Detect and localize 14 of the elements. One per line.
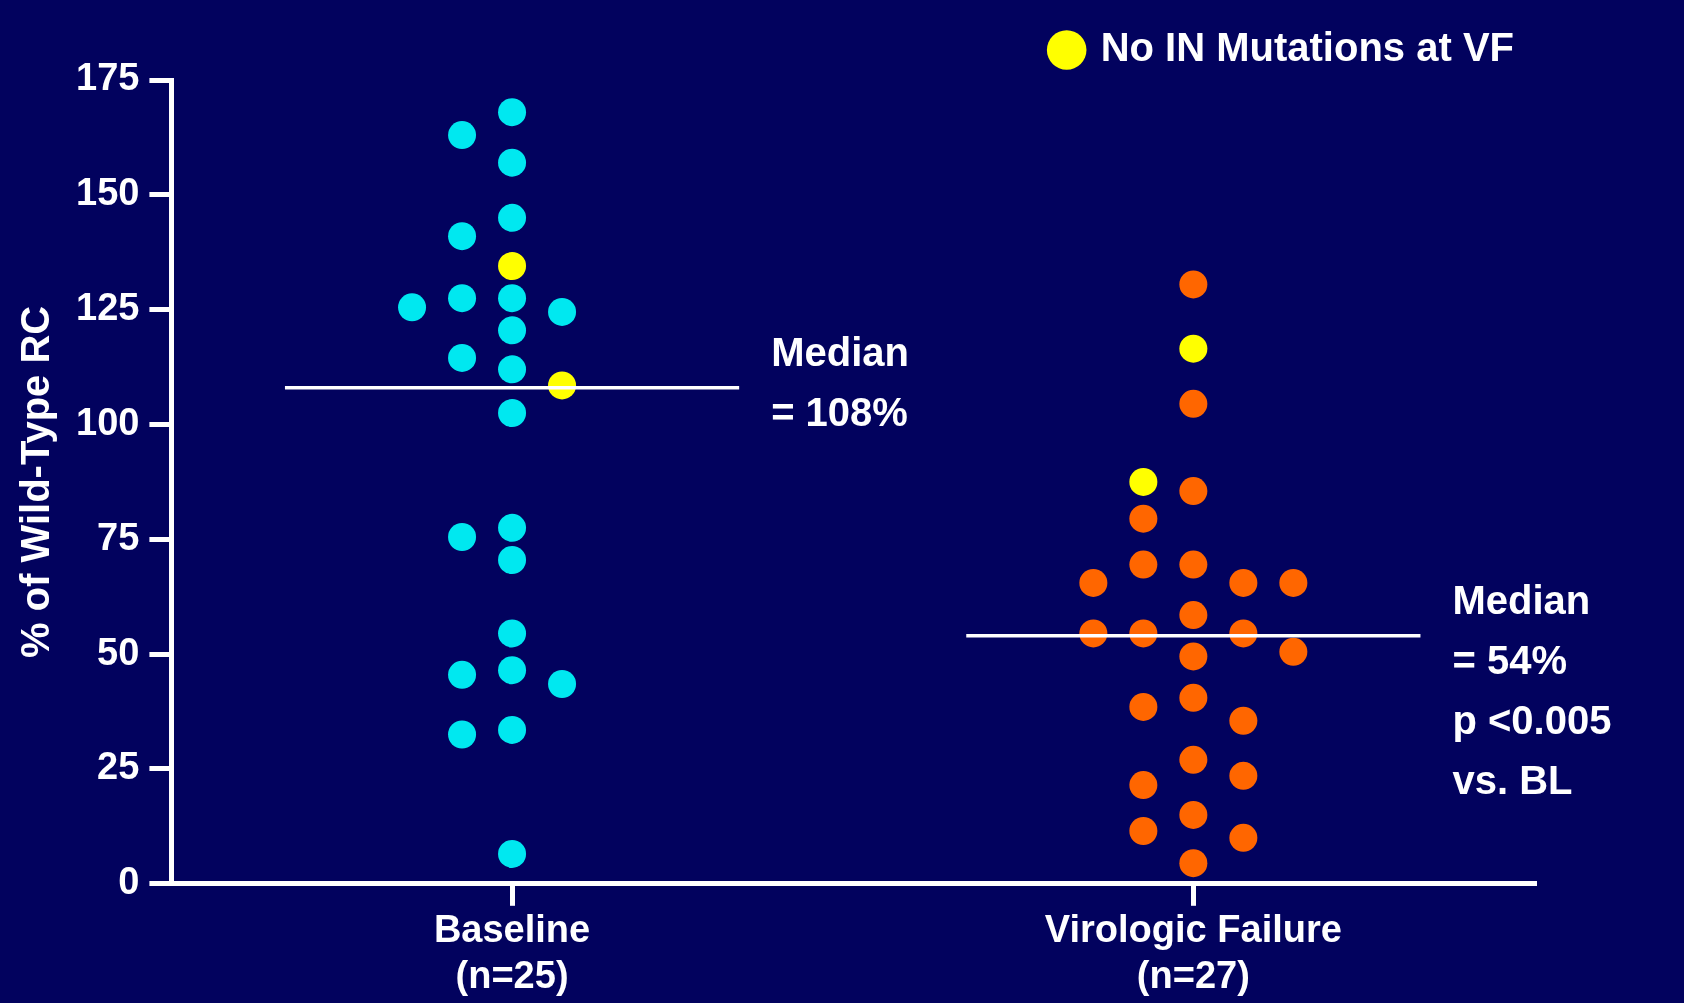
y-tick-label: 25 bbox=[97, 745, 140, 788]
y-axis-title: % of Wild-Type RC bbox=[13, 305, 58, 659]
y-tick-label: 175 bbox=[76, 56, 140, 99]
y-tick-label: 50 bbox=[97, 630, 140, 673]
x-tick-label: Baseline (n=25) bbox=[433, 908, 591, 996]
ref-line-label: Median = 54% p <0.005 vs. BL bbox=[1452, 577, 1612, 802]
y-tick-label: 100 bbox=[76, 400, 140, 443]
y-tick-label: 125 bbox=[76, 286, 140, 329]
y-tick-label: 75 bbox=[97, 515, 140, 558]
y-tick-label: 0 bbox=[118, 860, 140, 903]
y-tick-label: 150 bbox=[76, 171, 140, 214]
x-tick-label: Virologic Failure (n=27) bbox=[1044, 908, 1342, 996]
ref-line-label: Median = 108% bbox=[771, 329, 909, 434]
legend-label: No IN Mutations at VF bbox=[1100, 25, 1515, 70]
